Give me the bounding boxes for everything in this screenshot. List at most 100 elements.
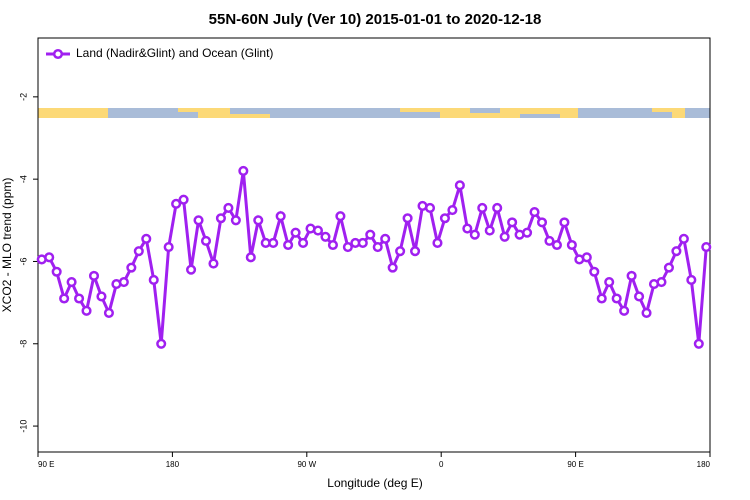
point xyxy=(395,246,406,257)
point xyxy=(335,211,346,222)
point xyxy=(439,213,450,224)
y-tick-label: -2 xyxy=(18,93,28,101)
point xyxy=(51,266,62,277)
x-tick-label: 90 E xyxy=(567,460,583,469)
point xyxy=(44,252,55,263)
x-axis-label: Longitude (deg E) xyxy=(327,476,422,490)
x-tick-label: 180 xyxy=(697,460,711,469)
point xyxy=(96,291,107,302)
point xyxy=(268,237,279,248)
point xyxy=(693,338,704,349)
x-tick-label: 180 xyxy=(166,460,180,469)
point xyxy=(118,276,129,288)
point xyxy=(253,215,264,226)
point xyxy=(656,276,667,288)
point xyxy=(596,293,607,304)
point xyxy=(477,202,488,214)
point xyxy=(215,213,226,224)
point xyxy=(200,235,212,246)
point xyxy=(283,239,294,251)
point xyxy=(290,227,301,238)
point xyxy=(678,233,689,244)
point xyxy=(178,194,189,205)
point xyxy=(238,165,249,176)
point xyxy=(424,202,436,214)
map-ocean xyxy=(108,108,710,118)
point xyxy=(193,215,204,226)
point xyxy=(686,274,697,286)
point xyxy=(74,293,85,304)
point xyxy=(66,276,77,288)
point xyxy=(103,307,114,318)
point xyxy=(312,225,324,236)
point xyxy=(245,252,256,263)
point xyxy=(566,239,577,251)
point xyxy=(619,305,630,316)
point xyxy=(544,235,555,246)
point xyxy=(701,242,712,253)
point xyxy=(327,239,338,251)
point xyxy=(186,264,197,275)
point xyxy=(402,213,413,224)
point xyxy=(171,198,182,209)
point xyxy=(507,217,518,228)
point xyxy=(634,291,645,302)
legend-marker xyxy=(52,48,64,60)
point xyxy=(380,233,391,244)
point xyxy=(499,231,510,242)
point xyxy=(372,242,383,253)
point xyxy=(663,262,674,273)
point xyxy=(484,225,495,236)
point xyxy=(492,202,503,214)
point xyxy=(141,233,152,244)
x-tick-label: 0 xyxy=(439,460,444,469)
point xyxy=(626,270,637,281)
y-tick-label: -10 xyxy=(18,420,28,433)
point xyxy=(559,217,570,228)
point xyxy=(163,242,174,253)
point xyxy=(357,237,368,248)
point xyxy=(275,211,286,222)
series-line xyxy=(41,170,708,344)
point xyxy=(223,202,234,214)
point xyxy=(432,237,443,248)
point xyxy=(536,217,548,228)
x-tick-label: 90 E xyxy=(38,460,54,469)
point xyxy=(454,180,465,191)
point xyxy=(671,246,682,257)
point xyxy=(59,293,70,304)
point xyxy=(365,229,376,240)
point xyxy=(88,270,100,281)
point xyxy=(126,262,137,273)
y-axis-label: XCO2 - MLO trend (ppm) xyxy=(0,178,14,313)
point xyxy=(641,307,652,318)
point xyxy=(604,276,615,288)
point xyxy=(447,204,458,216)
chart-title: 55N-60N July (Ver 10) 2015-01-01 to 2020… xyxy=(209,11,542,28)
x-tick-label: 90 W xyxy=(297,460,316,469)
y-tick-label: -6 xyxy=(18,257,28,265)
point xyxy=(230,215,241,226)
point xyxy=(462,223,473,234)
point xyxy=(156,338,167,349)
point xyxy=(81,305,92,316)
point xyxy=(208,258,219,269)
point xyxy=(298,237,309,248)
point xyxy=(581,252,592,263)
y-tick-label: -4 xyxy=(18,175,28,183)
point xyxy=(387,262,398,273)
point xyxy=(522,227,533,238)
point xyxy=(589,266,600,277)
point xyxy=(529,207,540,218)
point xyxy=(551,239,562,251)
point xyxy=(410,246,421,257)
point xyxy=(611,293,622,304)
point xyxy=(320,231,331,242)
point xyxy=(342,242,353,253)
legend-label: Land (Nadir&Glint) and Ocean (Glint) xyxy=(76,46,273,60)
point xyxy=(469,229,480,240)
y-tick-label: -8 xyxy=(18,340,28,348)
point xyxy=(148,274,159,286)
point xyxy=(133,246,144,257)
